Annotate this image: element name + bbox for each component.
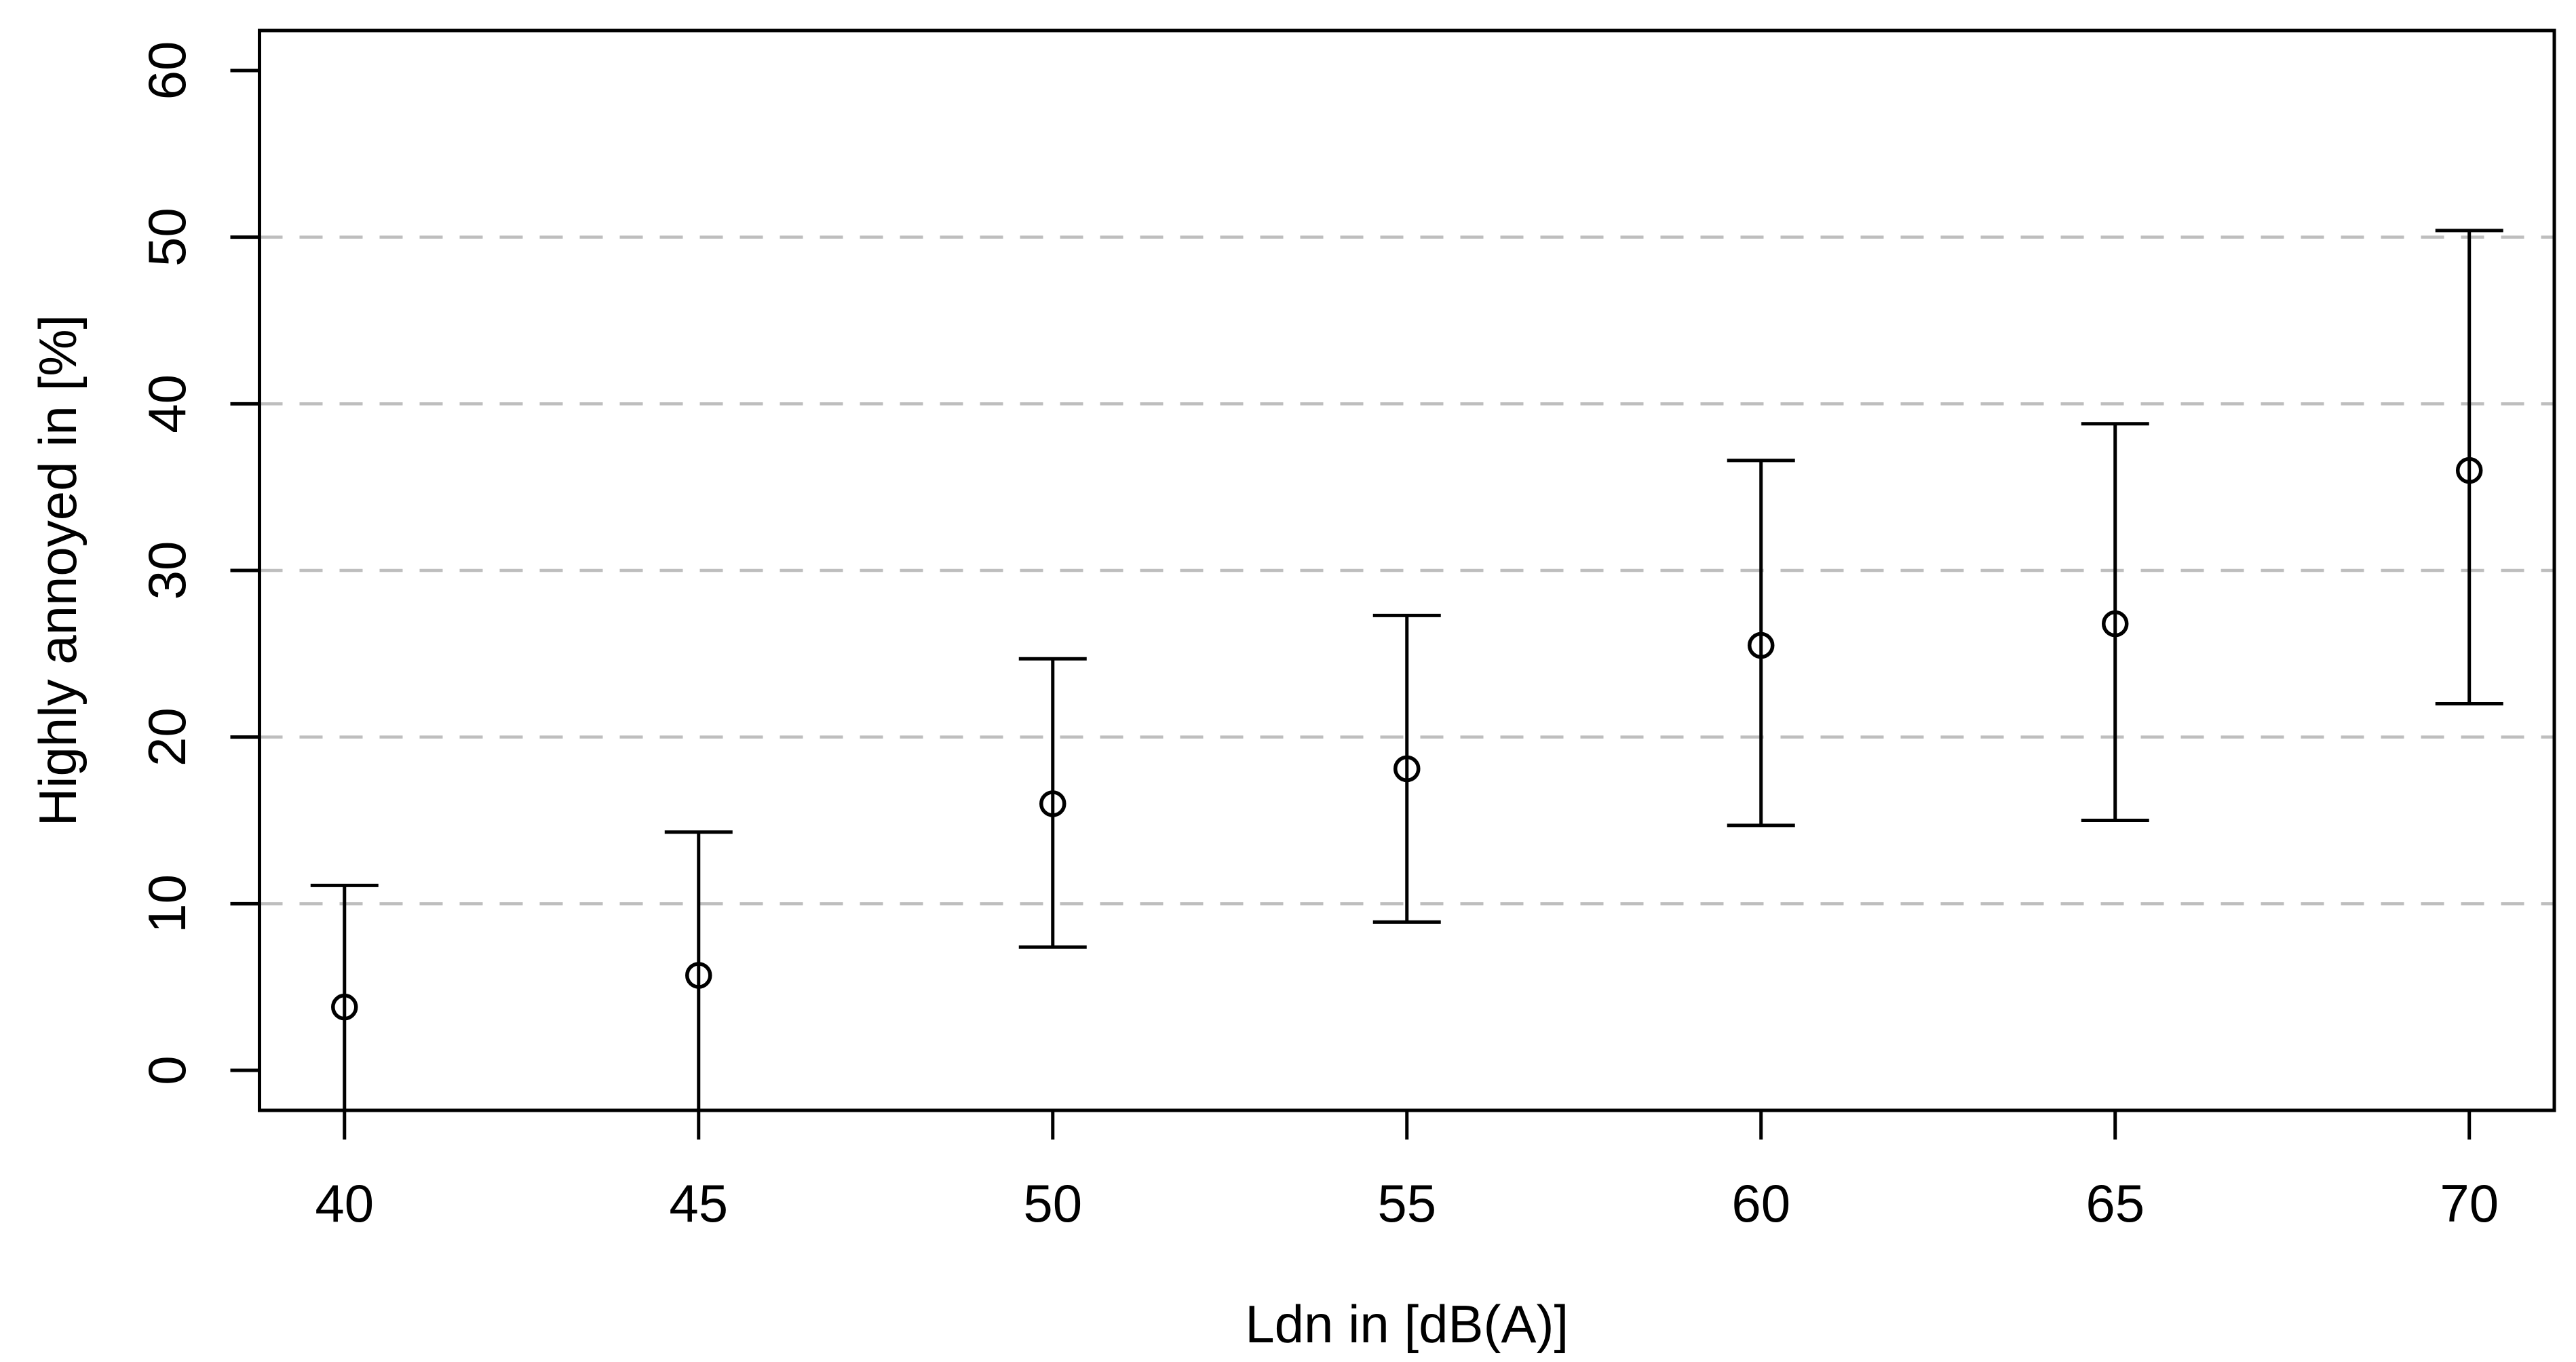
x-axis-title: Ldn in [dB(A)] bbox=[1245, 1294, 1569, 1354]
x-tick-label-55: 55 bbox=[1377, 1173, 1436, 1233]
error-bar-65 bbox=[2081, 422, 2149, 823]
data-point-40 bbox=[331, 993, 358, 1021]
x-tick-label-45: 45 bbox=[669, 1173, 728, 1233]
error-bar-60 bbox=[1727, 459, 1795, 828]
x-tick-label-50: 50 bbox=[1023, 1173, 1082, 1233]
axes-layer: 0 10 20 30 40 50 60 40 45 50 55 60 65 70 bbox=[137, 28, 2556, 1233]
data-point-50 bbox=[1039, 790, 1066, 817]
gridlines-layer bbox=[259, 235, 2554, 906]
error-bar-45 bbox=[664, 830, 733, 1110]
error-bar-70 bbox=[2435, 229, 2503, 706]
plot-box bbox=[258, 28, 2556, 1112]
data-point-45 bbox=[685, 962, 712, 989]
data-point-70 bbox=[2455, 456, 2483, 484]
x-tick-label-65: 65 bbox=[2085, 1173, 2145, 1233]
data-point-65 bbox=[2101, 610, 2129, 638]
data-point-55 bbox=[1393, 755, 1421, 783]
data-point-60 bbox=[1747, 631, 1775, 659]
error-bar-55 bbox=[1372, 613, 1441, 924]
y-tick-label-30: 30 bbox=[137, 541, 197, 600]
y-tick-label-20: 20 bbox=[137, 707, 197, 766]
y-tick-label-10: 10 bbox=[137, 874, 197, 933]
y-tick-label-0: 0 bbox=[137, 1055, 197, 1085]
y-axis-title: Highly annoyed in [%] bbox=[28, 315, 88, 826]
x-tick-label-60: 60 bbox=[1731, 1173, 1790, 1233]
error-bar-50 bbox=[1018, 657, 1087, 949]
x-tick-label-40: 40 bbox=[315, 1173, 374, 1233]
y-tick-label-40: 40 bbox=[137, 374, 197, 433]
error-bar-40 bbox=[310, 883, 379, 1110]
y-tick-label-50: 50 bbox=[137, 208, 197, 267]
error-bars-layer bbox=[310, 229, 2503, 1110]
y-tick-label-60: 60 bbox=[137, 41, 197, 100]
x-tick-label-70: 70 bbox=[2440, 1173, 2499, 1233]
